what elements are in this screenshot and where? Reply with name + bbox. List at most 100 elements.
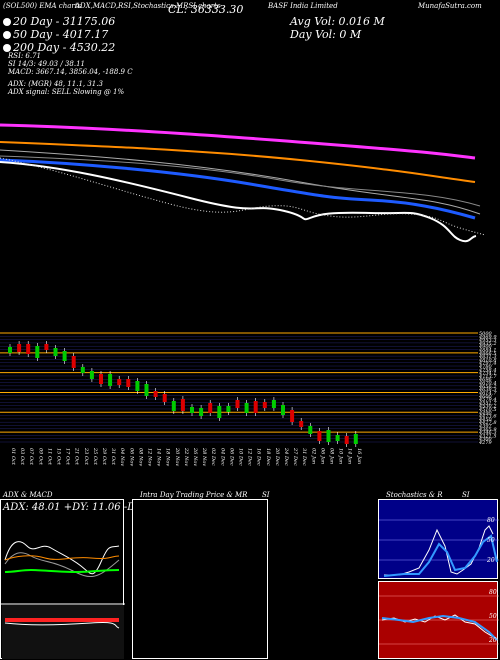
price-level-label: 4810.8: [478, 357, 497, 363]
price-level-label: 4656.2: [478, 384, 497, 390]
price-level-label: 4551.7: [478, 400, 497, 406]
candle-body: [99, 374, 103, 384]
si-line: SI 14/3: 49.03 / 38.11: [8, 60, 85, 68]
date-label: 06 Nov: [128, 448, 134, 466]
date-label: 18 Nov: [165, 448, 171, 466]
price-level-label: 5000: [479, 331, 493, 337]
adx-macd-panel: ADX: 48.01 +DY: 11.06 -DY: 31.3: [0, 499, 169, 659]
site-name: MunafaSutra.com: [418, 2, 482, 10]
rsi-line: RSI: 6.71: [8, 52, 42, 60]
price-level-label: 4510.5: [478, 407, 497, 413]
date-label: 28 Nov: [201, 447, 207, 466]
stoch-tick-20: 20: [486, 557, 495, 564]
price-level-label: 4884.1: [478, 348, 497, 354]
date-label: 11 Oct: [46, 448, 52, 466]
ema-grey2-line: [0, 155, 481, 207]
price-dotted-line: [0, 157, 486, 236]
date-label: 23 Oct: [83, 447, 89, 466]
date-label: 08 Jan: [329, 448, 335, 464]
adx-green-line: [4, 568, 120, 574]
candle-chart: 50004969.94953.34935.249004884.14866.548…: [0, 331, 497, 466]
date-label: 02 Dec: [210, 448, 216, 466]
candle-body: [171, 401, 176, 411]
price-level-label: 4831.3: [478, 354, 497, 360]
date-label: 22 Nov: [183, 447, 189, 466]
price-level-label: 4638.3: [478, 387, 497, 393]
candle-body: [253, 401, 258, 413]
date-label: 29 Oct: [101, 447, 107, 466]
legend-dot-icon: [3, 44, 11, 52]
stoch-si-label: SI: [462, 491, 470, 499]
candle-body: [126, 379, 131, 387]
price-level-label: 4900: [478, 344, 493, 350]
candle-body: [299, 421, 304, 427]
price-level-label: 4365.9: [478, 427, 497, 433]
price-level-label: 4450: [478, 417, 493, 423]
candle-body: [180, 399, 185, 411]
macd-signal-line: [4, 622, 120, 629]
date-label: 06 Dec: [228, 448, 234, 466]
price-level-label: 4346.3: [478, 430, 497, 436]
adx-values: ADX: 48.01 +DY: 11.06 -DY: 31.3: [3, 502, 170, 513]
candle-body: [208, 403, 213, 413]
date-label: 10 Dec: [238, 448, 244, 466]
macd-line: MACD: 3667.14, 3856.04, -188.9 C: [8, 68, 133, 76]
ema20-line: [0, 161, 477, 243]
candle-body: [26, 344, 31, 354]
adx-grey-line: [4, 552, 120, 578]
date-label: 09 Oct: [37, 448, 43, 466]
date-label: 08 Nov: [137, 448, 143, 466]
candle-body: [217, 406, 222, 418]
adx-white-line: [4, 541, 120, 575]
date-label: 17 Oct: [65, 448, 71, 466]
adx-signal-line: ADX signal: SELL Slowing @ 1%: [8, 88, 125, 96]
date-label: 04 Nov: [119, 448, 125, 466]
price-level-label: 4953.3: [478, 338, 497, 344]
candle-body: [199, 408, 204, 416]
candle-body: [89, 371, 94, 379]
candle-body: [281, 405, 285, 415]
date-label: 26 Nov: [192, 447, 198, 466]
price-level-label: 4696: [478, 377, 493, 383]
stoch-tick-80: 80: [487, 517, 495, 524]
close-price-label: CL: 36333.30: [168, 3, 244, 16]
ema200-line: [0, 123, 476, 160]
price-level-label: 4427.8: [478, 420, 497, 426]
price-level-label: 4866.5: [478, 351, 497, 357]
intraday-panel-title: Intra Day Trading Price & MR: [140, 491, 248, 499]
date-label: 31 Oct: [110, 448, 116, 466]
ema100-line: [0, 141, 476, 183]
legend-dot-icon: [3, 31, 11, 39]
date-label: 12 Nov: [147, 448, 153, 466]
adx-macd-svg: [1, 541, 125, 659]
price-level-label: 4713.7: [478, 374, 497, 380]
candle-body: [344, 436, 349, 444]
adx-panel-title: ADX & MACD: [3, 491, 53, 499]
date-label: 15 Oct: [56, 448, 62, 466]
price-level-label: 4473.6: [478, 414, 497, 420]
company-name: BASF India Limited: [268, 2, 338, 10]
price-level-label: 4614.7: [478, 390, 497, 396]
ema50-line: [0, 158, 476, 220]
rsi-svg: 80 50 20: [379, 589, 499, 645]
candle-body: [35, 346, 40, 358]
price-level-label: 4670.4: [478, 381, 497, 387]
rsi-blue-line: [381, 614, 498, 641]
candle-body: [244, 403, 249, 413]
candle-body: [226, 406, 231, 412]
price-level-label: 4969.9: [478, 334, 497, 340]
ema-chart: [0, 123, 486, 243]
rsi-white-line: [381, 614, 496, 639]
date-label: 24 Dec: [283, 447, 289, 466]
intraday-si-label: SI: [262, 491, 270, 499]
candle-body: [8, 347, 12, 353]
date-label: 07 Oct: [28, 448, 34, 466]
candle-body: [117, 379, 122, 385]
price-level-label: 4797.4: [478, 361, 497, 367]
candle-body: [290, 410, 295, 422]
date-label: 12 Dec: [247, 448, 253, 466]
date-label: 16 Jan: [356, 448, 362, 464]
rsi-panel: 80 50 20: [378, 581, 499, 659]
date-label: 14 Nov: [156, 448, 162, 466]
candle-body: [271, 400, 276, 408]
